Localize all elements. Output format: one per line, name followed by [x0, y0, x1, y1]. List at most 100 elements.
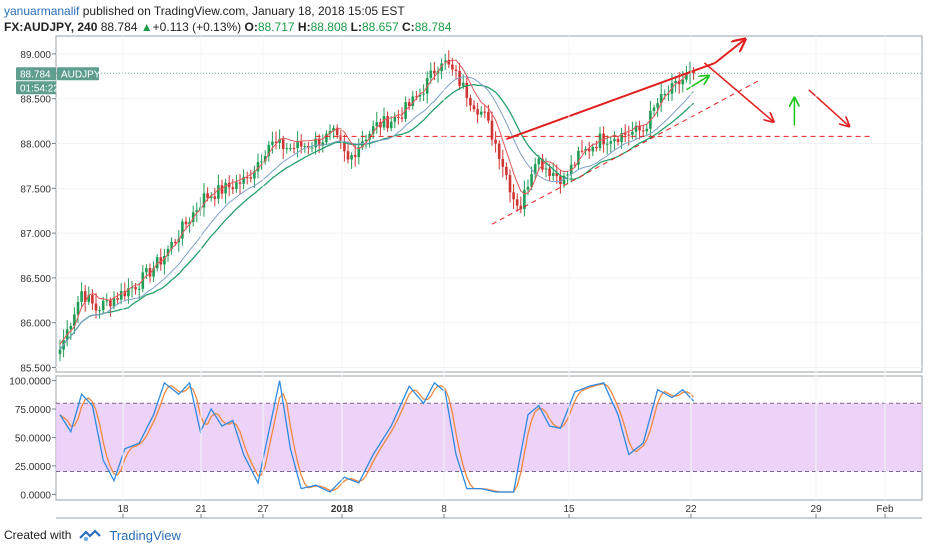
candle — [281, 135, 285, 159]
candle — [245, 171, 249, 185]
candle-body — [353, 155, 357, 158]
candle-body — [256, 162, 260, 172]
candle-body — [310, 147, 314, 149]
symbol-label[interactable]: FX:AUDJPY — [4, 20, 71, 34]
price-tick-label: 85.500 — [20, 364, 51, 375]
candle-body — [407, 102, 411, 107]
candle-body — [523, 189, 526, 210]
candle-body — [415, 96, 418, 98]
candle-body — [292, 148, 296, 150]
candle — [289, 143, 292, 152]
candle — [605, 135, 609, 155]
candle — [213, 187, 217, 207]
high-label: H: — [297, 20, 311, 34]
candle-body — [116, 298, 119, 300]
candle-body — [641, 130, 645, 132]
candle-body — [58, 349, 62, 355]
candle-body — [94, 303, 98, 311]
candle — [533, 157, 537, 180]
candle — [537, 155, 541, 171]
stoch-k-line — [59, 380, 695, 493]
candle-body — [602, 133, 605, 145]
last-price: 88.784 — [100, 20, 138, 34]
candle — [73, 307, 76, 334]
candle-body — [224, 182, 227, 194]
candle — [285, 142, 289, 154]
candle-body — [440, 63, 443, 72]
stochastic-pane[interactable]: 0.0000 25.0000 50.0000 75.0000 100.0000 — [9, 375, 923, 501]
candle-body — [580, 150, 584, 152]
time-tick-label: 27 — [257, 504, 269, 515]
time-axis[interactable]: 18 21 27 2018 8 15 22 29 Feb — [56, 36, 922, 519]
time-tick-label: 22 — [685, 504, 697, 515]
candle-body — [199, 207, 202, 211]
candle-body — [497, 143, 501, 159]
candle-body — [317, 138, 321, 146]
candle — [505, 162, 508, 181]
candle-body — [321, 142, 325, 146]
stoch-tick-label: 100.0000 — [9, 377, 51, 388]
interval-label[interactable]: 240 — [77, 20, 98, 34]
candle-body — [595, 147, 598, 149]
candle — [184, 216, 188, 230]
candle — [209, 192, 213, 202]
candle — [580, 140, 584, 154]
price-tick-label: 87.500 — [20, 184, 51, 195]
candle — [123, 282, 127, 302]
candle — [101, 296, 105, 315]
candle — [375, 111, 379, 134]
candle-body — [181, 221, 184, 239]
candle — [159, 248, 163, 271]
candle — [577, 146, 580, 170]
candle-body — [411, 96, 415, 107]
candle — [422, 84, 425, 102]
tradingview-brand[interactable]: TradingView — [109, 527, 181, 543]
candle-body — [447, 59, 451, 65]
support-trendline — [491, 80, 759, 225]
candle-body — [364, 139, 368, 142]
candle-body — [533, 164, 537, 175]
candle-body — [566, 174, 569, 176]
candle — [447, 50, 451, 69]
candle-body — [173, 241, 177, 243]
candle — [623, 124, 627, 143]
candle — [91, 289, 94, 310]
candle — [634, 121, 638, 140]
candle-body — [526, 186, 530, 190]
candle-body — [548, 168, 551, 177]
candle — [515, 193, 519, 212]
candle — [656, 97, 659, 117]
candle — [263, 150, 267, 165]
candle-body — [267, 144, 271, 156]
candle — [321, 134, 325, 153]
candle — [163, 248, 166, 275]
candle — [292, 142, 296, 154]
candle-body — [357, 147, 361, 158]
author-name[interactable]: yanuarmanalif — [4, 4, 80, 18]
candle — [235, 174, 238, 193]
candle-body — [73, 314, 76, 326]
candle — [364, 134, 368, 149]
candle — [472, 100, 476, 112]
candle-body — [537, 158, 541, 165]
candle-body — [645, 128, 649, 132]
sma-fast-line — [59, 59, 694, 345]
candle — [314, 131, 317, 155]
candle-body — [508, 175, 512, 193]
candle — [98, 306, 101, 319]
candle — [242, 169, 245, 190]
chart-header: yanuarmanalif published on TradingView.c… — [4, 3, 924, 19]
time-tick-label: 2018 — [331, 504, 354, 515]
symbol-badge — [57, 67, 99, 81]
price-pane[interactable]: 85.500 86.000 86.500 87.000 87.500 88.000 88.5… — [20, 35, 923, 375]
candle — [616, 136, 620, 146]
candle-body — [465, 82, 469, 98]
candle — [523, 180, 526, 217]
candle — [260, 154, 263, 170]
time-tick-label: 15 — [563, 504, 575, 515]
time-tick-label: 29 — [810, 504, 822, 515]
candle-body — [368, 133, 371, 140]
candle — [443, 53, 447, 70]
candle-body — [382, 116, 386, 128]
